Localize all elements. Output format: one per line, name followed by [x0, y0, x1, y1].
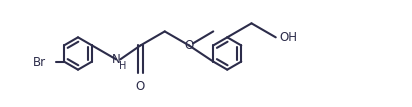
Text: H: H — [119, 61, 126, 71]
Text: Br: Br — [33, 56, 46, 69]
Text: O: O — [185, 39, 194, 52]
Text: N: N — [112, 53, 121, 66]
Text: O: O — [136, 80, 145, 93]
Text: OH: OH — [280, 31, 298, 44]
